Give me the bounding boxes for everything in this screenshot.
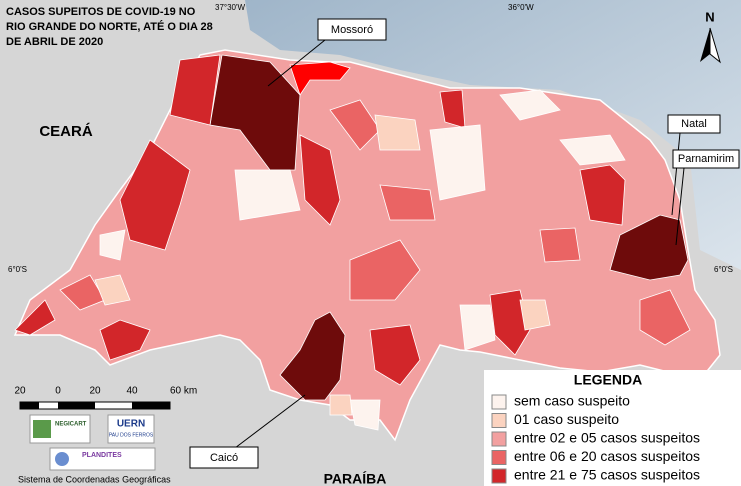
legend-label: entre 06 e 20 casos suspeitos [514,448,700,464]
north-label: N [705,9,714,24]
municipality [489,289,531,356]
legend-label: entre 21 e 75 casos suspeitos [514,467,700,483]
scale-label: 0 [55,386,61,397]
city-label: Caicó [210,452,238,464]
municipality [234,169,301,221]
state-label: PARAÍBA [324,471,387,486]
municipality [374,114,421,151]
municipality [539,227,581,263]
logo-text: PAU DOS FERROS [109,432,154,438]
label-box [189,446,259,469]
municipality [579,164,626,226]
logo [49,447,156,471]
leader-line [267,39,326,87]
title-line: DE ABRIL DE 2020 [6,36,103,48]
municipality [609,214,689,281]
coordinate: 37°30'W [215,3,246,12]
municipality [94,274,131,306]
legend-title: LEGENDA [574,372,642,388]
scale-segment [58,402,95,409]
municipality [499,89,561,121]
coordinate: 6°0'S [714,265,733,274]
municipality [119,139,191,251]
city-label: Parnamirim [678,153,734,165]
overlay: CASOS SUPEITOS DE COVID-19 NO RIO GRANDE… [6,3,741,486]
legend-label: sem caso suspeito [514,393,630,409]
city-label: Natal [681,118,707,130]
legend-label: 01 caso suspeito [514,411,619,427]
footer: Sistema de Coordenadas Geográficas [18,474,171,484]
municipality [459,304,496,351]
scale-label: 40 [126,386,138,397]
title-line: RIO GRANDE DO NORTE, ATÉ O DIA 28 [6,20,213,33]
logo-text: UERN [117,419,145,430]
coordinate: 36°0'W [508,3,534,12]
leader-line [234,394,306,449]
legend-label: entre 02 e 05 casos suspeitos [514,430,700,446]
legend-swatch [491,468,507,484]
label-box [667,114,721,134]
municipality [369,324,421,386]
state-label: CEARÁ [39,123,93,140]
leader-line [675,167,685,246]
municipality [639,289,691,346]
north-arrow [700,28,710,62]
municipality [99,319,151,361]
municipality [99,229,126,261]
logo [107,414,155,444]
municipality [429,124,486,201]
logo-icon [33,420,51,438]
logo [29,414,91,444]
municipality [14,299,56,336]
legend-swatch [491,394,507,410]
label-box [672,149,740,169]
municipality [349,399,381,431]
scale-segment [132,402,170,409]
municipality [169,54,221,126]
municipality [349,239,421,301]
municipalities [13,49,721,442]
municipality [299,134,341,226]
leader-line [671,132,681,216]
sea [245,0,741,270]
municipality [279,311,346,401]
legend-swatch [491,450,507,465]
title-line: CASOS SUPEITOS DE COVID-19 NO [6,6,196,18]
north-arrow [709,27,721,64]
scale-label: 60 km [170,386,197,397]
scale-segment [20,402,39,409]
label-box [317,18,387,41]
legend-box [484,370,741,486]
legend-swatch [491,431,507,447]
municipality [329,394,353,416]
logo-icon [55,452,69,466]
logo-text: PLANDITES [82,452,122,459]
logo-text: NEGICART [55,422,87,428]
city-label: Mossoró [331,24,373,36]
municipality [379,184,436,221]
scale-label: 20 [14,386,26,397]
coordinate: 6°0'S [8,265,27,274]
municipality [289,61,351,96]
municipality [519,299,551,331]
legend-swatch [491,413,507,428]
municipality [559,134,626,166]
scale-bar: 20 0 20 40 60 km [14,386,197,410]
scale-label: 20 [89,386,101,397]
